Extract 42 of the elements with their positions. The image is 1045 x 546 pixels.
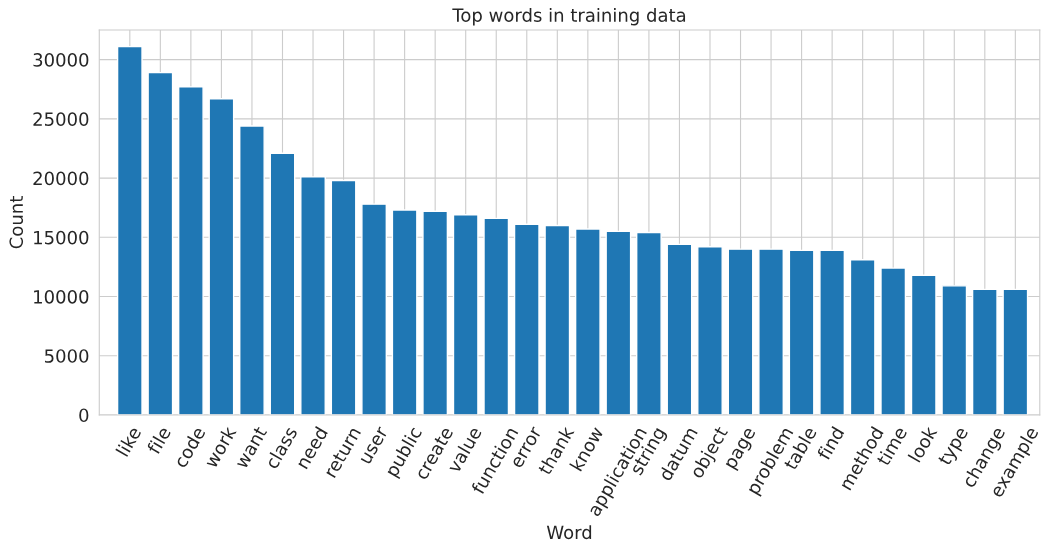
x-axis-title: Word xyxy=(546,525,592,540)
bar xyxy=(483,217,510,415)
bar xyxy=(239,125,265,415)
bar xyxy=(422,210,449,415)
y-tick-label: 0 xyxy=(79,408,89,423)
bar xyxy=(971,288,998,415)
x-tick-label: file xyxy=(146,425,172,456)
bar xyxy=(361,203,388,415)
chart-title: Top words in training data xyxy=(452,7,686,26)
y-tick-label: 25000 xyxy=(33,112,89,126)
bar xyxy=(452,214,479,415)
bar xyxy=(666,243,693,415)
bar xyxy=(788,249,815,415)
bar xyxy=(391,209,418,415)
bar xyxy=(116,45,143,415)
bar xyxy=(819,249,846,415)
bar xyxy=(544,224,571,415)
bar xyxy=(269,152,296,415)
bar xyxy=(208,98,235,415)
y-axis-title: Count xyxy=(9,196,24,249)
bar xyxy=(910,274,937,415)
bar xyxy=(177,86,204,415)
bar xyxy=(147,71,174,415)
y-tick-label: 15000 xyxy=(34,230,89,245)
bar xyxy=(330,179,357,415)
y-tick-label: 20000 xyxy=(33,171,89,186)
bar xyxy=(941,285,968,415)
bar xyxy=(513,223,540,415)
x-tick-label: like xyxy=(115,425,142,457)
y-tick-label: 10000 xyxy=(34,289,89,304)
bar xyxy=(300,176,326,415)
y-tick-label: 5000 xyxy=(45,349,89,363)
y-tick-label: 30000 xyxy=(33,53,89,67)
bar xyxy=(1002,288,1029,415)
bar xyxy=(574,228,601,415)
bar xyxy=(636,231,662,415)
bar xyxy=(849,259,876,415)
bar xyxy=(758,248,784,415)
bar xyxy=(880,267,907,415)
bar xyxy=(605,230,632,415)
bar xyxy=(727,248,754,415)
bar xyxy=(697,246,723,415)
